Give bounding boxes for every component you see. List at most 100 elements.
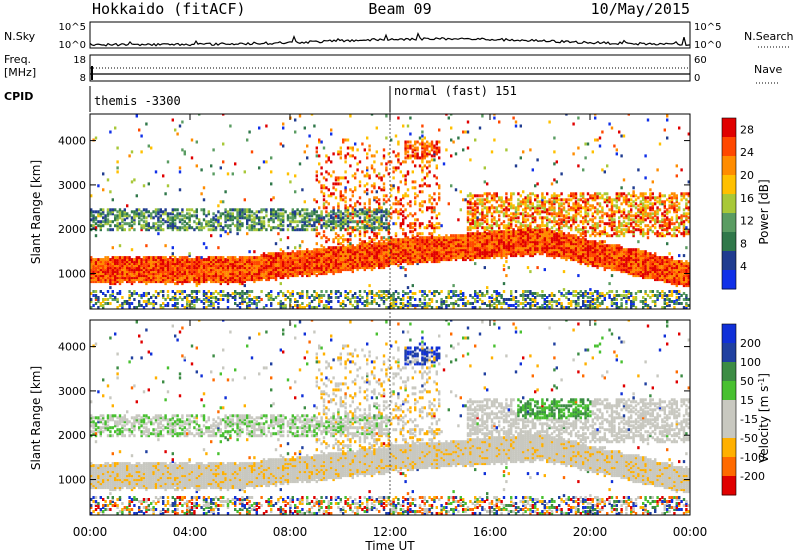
power-cell xyxy=(133,270,136,274)
power-cell xyxy=(186,212,189,216)
power-cell xyxy=(106,212,110,216)
power-cell xyxy=(476,240,479,244)
power-cell xyxy=(320,290,323,293)
power-cell xyxy=(471,212,474,216)
power-cell xyxy=(279,272,282,276)
power-cell xyxy=(414,260,417,264)
power-cell xyxy=(308,134,311,138)
power-cell xyxy=(241,272,244,276)
power-cell xyxy=(303,260,306,264)
power-cell xyxy=(303,200,306,204)
power-cell xyxy=(476,252,479,256)
power-cell xyxy=(135,194,138,198)
power-cell xyxy=(346,266,350,270)
power-cell xyxy=(166,226,170,230)
power-cell xyxy=(190,276,194,280)
power-cell xyxy=(205,274,208,278)
power-cell xyxy=(459,244,462,248)
power-cell xyxy=(478,246,482,250)
power-cell xyxy=(118,264,122,268)
power-cell xyxy=(450,240,453,244)
power-cell xyxy=(116,216,119,220)
power-cell xyxy=(238,302,242,305)
power-cell xyxy=(380,248,383,252)
power-cell xyxy=(430,222,434,226)
power-cell xyxy=(229,278,232,282)
power-cell xyxy=(517,300,520,303)
power-cell xyxy=(289,260,292,264)
power-cell xyxy=(481,234,484,238)
power-cell xyxy=(337,152,340,156)
power-cell xyxy=(241,260,244,264)
power-cell xyxy=(440,246,443,250)
power-cell xyxy=(476,234,479,238)
power-cell xyxy=(123,210,126,214)
power-cell xyxy=(318,262,321,266)
power-cell xyxy=(478,234,482,238)
power-cell xyxy=(310,228,314,232)
power-cell xyxy=(279,304,282,307)
power-cell xyxy=(382,198,386,202)
power-cell xyxy=(356,254,359,258)
power-cell xyxy=(349,262,352,266)
power-cell xyxy=(368,302,371,305)
power-cell xyxy=(361,258,364,262)
power-cell xyxy=(92,214,95,218)
power-cell xyxy=(430,210,434,214)
power-cell xyxy=(380,252,383,256)
power-cell xyxy=(495,240,498,244)
power-cell xyxy=(370,226,374,230)
power-cell xyxy=(529,232,532,236)
power-cell xyxy=(250,298,254,301)
power-cell xyxy=(392,298,395,301)
power-cell xyxy=(469,256,472,260)
power-cell xyxy=(358,220,362,224)
power-cell xyxy=(130,280,134,284)
power-cell xyxy=(133,218,136,222)
power-cell xyxy=(416,258,419,262)
power-cell xyxy=(423,156,426,160)
power-cell xyxy=(373,250,376,254)
power-cell xyxy=(349,232,352,236)
power-cell xyxy=(190,296,194,299)
power-cell xyxy=(291,252,294,256)
power-cell xyxy=(176,274,179,278)
power-cell xyxy=(404,304,407,307)
power-cell xyxy=(529,242,532,246)
power-cell xyxy=(423,238,426,242)
power-cell xyxy=(447,236,450,240)
power-cell xyxy=(505,256,508,260)
power-cell xyxy=(442,254,446,258)
power-cell xyxy=(219,264,222,268)
power-cell xyxy=(512,204,515,208)
power-cell xyxy=(90,212,93,216)
power-cell xyxy=(375,190,378,194)
power-cell xyxy=(406,124,410,128)
power-cell xyxy=(308,252,311,256)
power-cell xyxy=(298,296,302,299)
power-cell xyxy=(238,306,242,309)
power-cell xyxy=(375,302,378,305)
power-cell xyxy=(164,192,167,196)
power-cell xyxy=(510,216,513,220)
power-cell xyxy=(145,258,148,262)
power-cell xyxy=(111,210,114,214)
power-cell xyxy=(483,206,486,210)
power-cell xyxy=(193,260,196,264)
power-cell xyxy=(330,228,333,232)
power-cell xyxy=(368,210,371,214)
power-cell xyxy=(138,272,141,276)
power-cell xyxy=(481,214,484,218)
power-cell xyxy=(104,218,107,222)
power-cell xyxy=(286,224,290,228)
power-cell xyxy=(214,298,218,301)
power-cell xyxy=(303,228,306,232)
power-cell xyxy=(174,276,177,280)
power-cell xyxy=(361,244,364,248)
power-cell xyxy=(260,266,263,270)
power-cell xyxy=(409,250,412,254)
power-cell xyxy=(495,206,498,210)
power-cell xyxy=(294,246,297,250)
power-cell xyxy=(481,194,484,198)
power-cell xyxy=(330,192,333,196)
